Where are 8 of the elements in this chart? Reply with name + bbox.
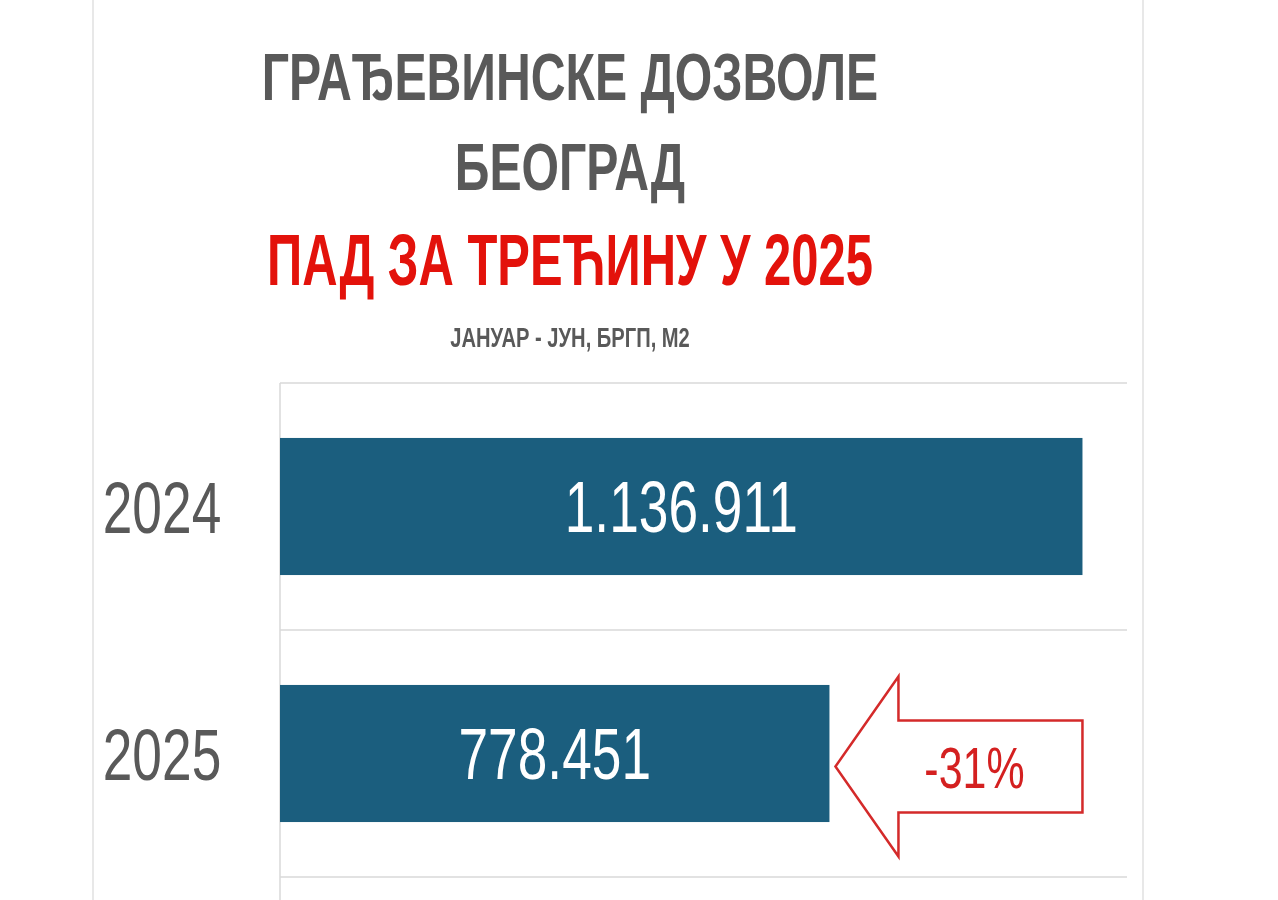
- annotation: -31%: [924, 735, 1025, 800]
- chart-subtitle: ПАД ЗА ТРЕЋИНУ У 2025: [267, 219, 873, 301]
- chart-title: ГРАЂЕВИНСКЕ ДОЗВОЛЕ БЕОГРАД: [261, 40, 879, 204]
- data-label: 1.136.911: [564, 466, 798, 547]
- text: ЈАНУАР - ЈУН, БРГП, М2: [450, 321, 690, 353]
- y-tick-label: 2025: [102, 714, 222, 795]
- data-label: 778.451: [458, 713, 652, 794]
- y-tick-label: 2024: [102, 467, 222, 548]
